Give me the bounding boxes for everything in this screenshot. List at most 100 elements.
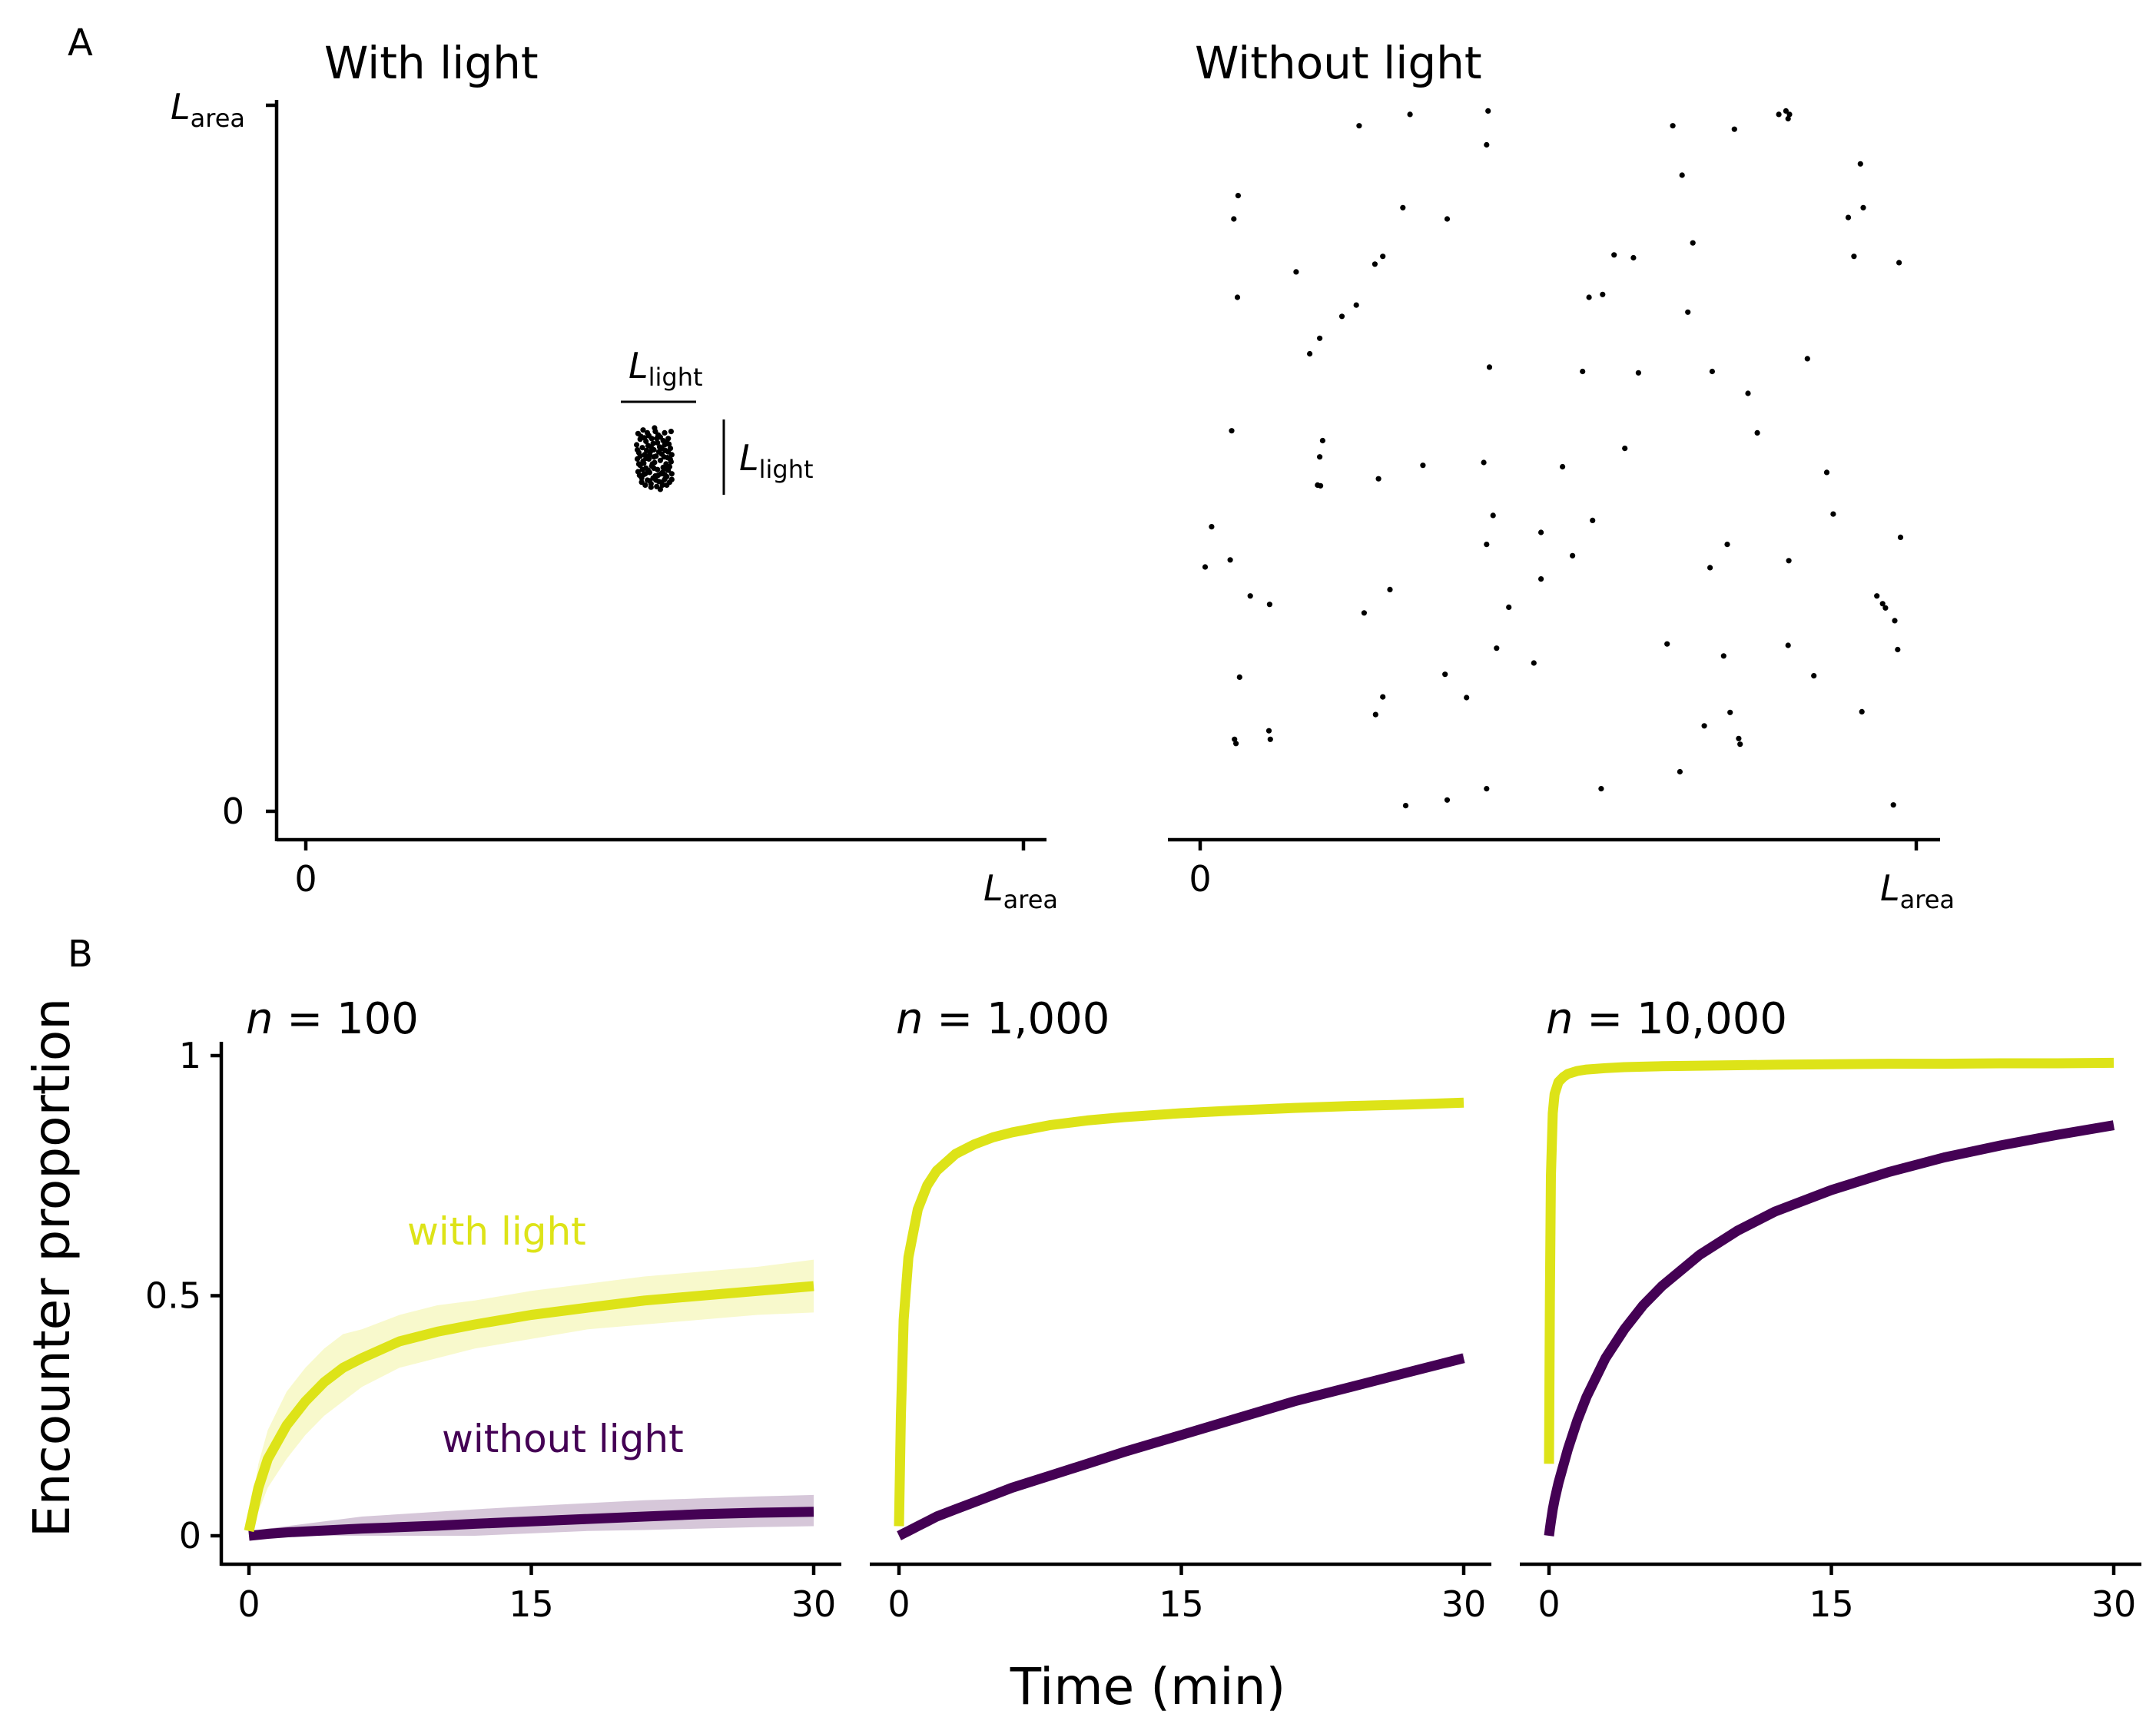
with-light-point [644,447,650,454]
without-light-point [1845,214,1852,220]
without-light-point [1236,674,1242,681]
without-light-point [1560,463,1566,470]
with-light-point [646,478,653,484]
without-light-point [1293,269,1299,275]
without-light-point [1679,172,1685,178]
without-light-point [1785,115,1791,122]
y-tick-label: 0.5 [145,1275,201,1317]
without-light-point [1874,593,1880,599]
with-light-point [637,453,643,459]
panel-a-left-xtick-larea: Larea [983,867,1058,914]
with-light-line [1544,1057,2115,1464]
without-light-point [1737,741,1743,748]
without-light-point [1598,786,1604,792]
without-light-point [1896,260,1902,266]
panel-a-left-title: With light [324,37,539,89]
y-tick-label: 0 [179,1515,201,1557]
with-light-point [667,456,674,462]
without-light-point [1707,565,1713,571]
with-light-point [648,444,654,450]
without-light-point [1361,610,1367,616]
x-tick-label: 0 [887,1583,910,1625]
x-tick-label: 0 [1537,1583,1560,1625]
without-light-point [1486,364,1493,370]
with-light-point [646,452,653,458]
without-light-point [1444,797,1451,803]
without-light-point [1265,728,1272,734]
light-width-label: Llight [629,345,703,392]
without-light-point [1372,711,1378,718]
without-light-point [1786,111,1793,118]
without-light-point [1317,454,1323,460]
without-light-point [1444,216,1451,222]
without-light-point [1227,557,1233,563]
without-light-point [1400,204,1406,211]
without-light-point [1481,459,1487,466]
without-light-point [1754,429,1760,436]
without-light-point [1442,671,1448,678]
without-light-point [1635,370,1641,376]
without-light-point [1229,428,1235,434]
confidence-band [249,1259,814,1536]
light-height-label: Llight [739,437,814,484]
with-light-point [657,486,664,492]
without-light-point [1402,803,1409,809]
x-tick-label: 15 [509,1583,554,1625]
with-light-point [634,446,641,453]
without-light-point [1685,309,1691,315]
without-light-point [1736,735,1742,741]
without-light-point [1897,534,1904,541]
without-light-point [1830,511,1836,517]
panel-a-right-xtick-0: 0 [1189,858,1211,900]
line-panel-3: n = 10,000 0 15 30 [1520,994,2141,1625]
without-light-point [1490,512,1496,519]
without-light-point [1209,524,1215,530]
without-light-point [1380,254,1386,260]
without-light-point [1484,141,1490,148]
with-light-point [668,476,675,482]
without-light-point [1745,390,1751,396]
without-light-point [1776,111,1782,118]
with-light-point [651,465,657,472]
without-light-point [1600,291,1606,297]
with-light-point [642,435,648,441]
without-light-point [1375,476,1381,482]
without-light-point [1890,802,1896,808]
panel-a-left-ytick-0: 0 [222,791,244,832]
panel-title: n = 1,000 [896,994,1110,1044]
without-light-point [1590,517,1596,524]
without-light-point [1857,161,1863,167]
panel-title: n = 10,000 [1546,994,1787,1044]
without-light-point [1783,108,1789,114]
without-light-point [1611,252,1617,258]
without-light-point [1892,618,1898,624]
with-light-line [244,1281,814,1533]
without-light-point [1786,558,1792,564]
without-light-point [1785,642,1791,648]
without-light-point [1531,660,1537,666]
x-tick-label: 15 [1809,1583,1854,1625]
with-light-point [642,471,648,477]
without-light-point [1231,216,1237,222]
with-light-point [651,454,657,460]
with-light-point [657,457,664,463]
with-light-point [640,427,646,433]
with-light-point [662,472,668,478]
without-light-point [1720,653,1726,659]
without-light-point [1380,694,1386,700]
without-light-point [1701,723,1707,729]
without-light-point [1506,604,1512,611]
panel-a-right-axes: 0 Larea [1168,837,1955,914]
without-light-point [1247,593,1253,599]
y-tick-label: 1 [179,1035,201,1076]
x-tick-label: 30 [1441,1583,1487,1625]
with-light-point [652,425,658,431]
without-light-line [896,1353,1465,1540]
without-light-point [1202,564,1209,570]
with-light-point [663,466,669,472]
with-light-point [665,449,672,455]
without-light-point [1879,601,1886,607]
without-light-point [1266,602,1272,608]
without-light-point [1895,646,1901,653]
